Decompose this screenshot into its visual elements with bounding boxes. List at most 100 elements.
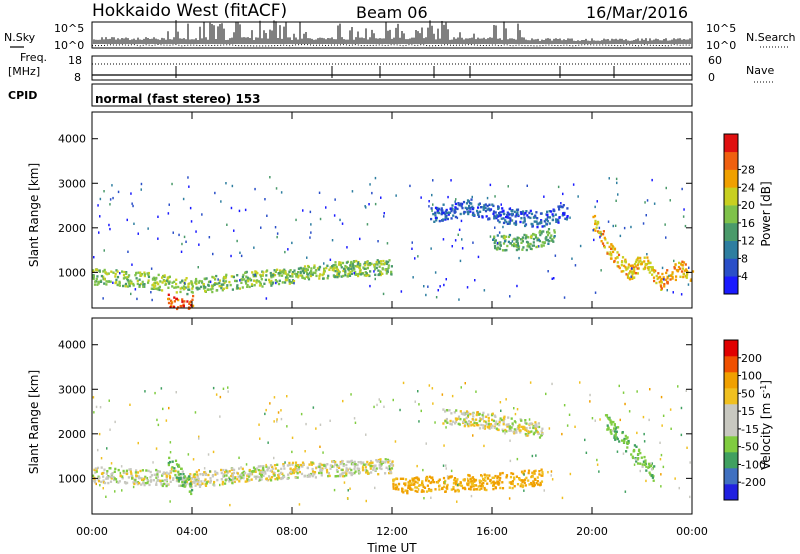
range-cell [679,275,682,278]
range-cell [294,272,297,275]
range-cell [182,479,185,482]
range-cell [669,199,671,202]
range-cell [198,435,200,438]
range-cell [365,471,368,474]
range-cell [511,480,514,483]
range-cell [547,242,550,245]
range-cell [242,273,245,277]
range-cell [505,423,508,427]
range-cell [351,190,354,193]
range-cell [525,429,528,432]
range-cell [257,280,260,283]
range-cell [641,261,644,264]
range-cell [562,212,565,215]
range-cell [612,429,615,432]
range-cell [125,469,128,472]
range-cell [466,477,469,481]
range-cell [331,265,334,268]
range-cell [632,266,635,269]
range-cell [436,481,439,484]
range-cell [493,426,496,429]
range-cell [488,203,491,206]
range-cell [461,486,465,490]
range-cell [102,481,105,484]
range-cell [561,496,564,500]
range-cell [341,459,344,463]
range-cell [611,244,614,248]
range-cell [409,487,412,491]
range-cell [294,465,297,469]
range-cell [92,269,95,272]
range-cell [604,238,607,241]
range-cell [622,452,625,455]
range-cell [244,480,247,483]
range-cell [301,461,305,464]
range-cell [584,438,586,442]
range-cell [142,285,145,288]
range-cell [454,210,457,214]
x-tick-label: 20:00 [576,525,608,538]
range-cell [609,429,612,432]
range-cell [684,263,687,266]
range-cell [321,273,324,277]
range-cell [241,467,244,470]
range-cell [534,427,537,430]
range-cell [493,245,497,248]
range-cell [470,480,473,484]
range-cell [535,245,538,249]
range-cell [353,268,356,271]
range-cell [524,223,528,226]
range-cell [505,215,508,219]
range-cell [664,278,667,281]
range-cell [507,240,510,244]
range-cell [96,466,100,470]
range-cell [528,418,531,421]
range-cell [286,425,288,428]
range-cell [502,225,504,229]
range-cell [299,274,302,277]
range-cell [452,214,455,217]
range-cell [130,472,133,475]
range-cell [387,266,390,270]
range-cell [365,463,368,466]
range-cell [119,272,121,275]
range-cell [123,481,127,484]
range-cell [139,469,142,473]
range-cell [647,262,650,265]
range-cell [130,292,132,296]
range-cell [238,209,241,213]
range-cell [521,236,524,239]
range-cell [542,244,545,247]
range-cell [195,277,198,281]
range-cell [547,228,551,231]
range-cell [487,413,490,416]
range-cell [262,466,265,470]
range-cell [212,276,215,279]
range-cell [344,264,347,268]
range-cell [127,476,130,479]
range-cell [395,477,398,480]
range-cell [509,207,512,210]
range-cell [414,486,417,489]
range-cell [244,280,247,283]
range-cell [103,268,106,272]
range-cell [519,429,522,432]
range-cell [171,285,174,288]
range-cell [289,467,292,470]
range-cell [508,220,511,224]
range-cell [528,431,531,434]
range-cell [369,464,371,468]
range-cell [280,467,283,471]
range-cell [631,267,633,270]
range-cell [538,245,540,248]
range-cell [447,211,450,214]
range-cell [543,489,545,492]
range-cell [277,473,279,477]
range-cell [506,244,509,248]
range-cell [272,273,275,277]
range-cell [203,277,206,280]
range-cell [473,424,476,427]
range-cell [509,242,512,245]
range-cell [289,275,292,278]
range-cell [607,417,610,420]
